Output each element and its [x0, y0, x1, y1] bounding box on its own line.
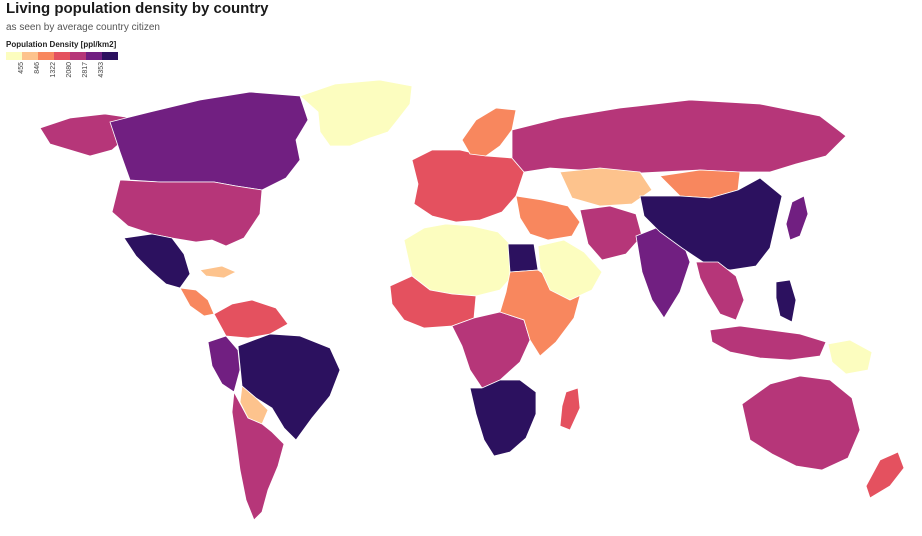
region-mexico [123, 233, 191, 289]
region-central-africa [451, 311, 531, 389]
region-southern-africa [469, 379, 537, 457]
legend-tick: 455 [18, 62, 25, 74]
legend-swatch [6, 52, 22, 60]
region-russia [511, 99, 847, 175]
page-title: Living population density by country [6, 0, 269, 17]
legend-ticks: 455 846 1322 2080 2817 4353 [6, 60, 118, 82]
legend-swatch [22, 52, 38, 60]
region-usa [111, 179, 263, 247]
legend-swatches [6, 52, 118, 60]
region-peru [207, 335, 241, 393]
region-new-zealand [865, 451, 905, 499]
region-greenland [299, 79, 413, 147]
legend: Population Density [ppl/km2] 455 846 132… [6, 40, 118, 82]
legend-swatch [70, 52, 86, 60]
region-caribbean [199, 265, 237, 279]
region-egypt [507, 243, 539, 273]
region-indonesia [709, 325, 827, 361]
region-middle-east [515, 195, 581, 241]
legend-tick: 846 [34, 62, 41, 74]
region-colombia-venezuela [213, 299, 289, 339]
region-kazakhstan [559, 167, 653, 207]
region-australia [741, 375, 861, 471]
region-europe [411, 149, 525, 223]
region-philippines [775, 279, 797, 323]
region-arabia [537, 239, 603, 301]
legend-tick: 2817 [82, 62, 89, 78]
legend-tick: 4353 [98, 62, 105, 78]
legend-tick: 2080 [66, 62, 73, 78]
legend-swatch [38, 52, 54, 60]
region-madagascar [559, 387, 581, 431]
region-papua [827, 339, 873, 375]
region-china [639, 177, 783, 271]
region-central-america [179, 287, 215, 317]
region-iran-pakistan [579, 205, 643, 261]
legend-tick: 1322 [50, 62, 57, 78]
page-subtitle: as seen by average country citizen [6, 22, 160, 33]
legend-title: Population Density [ppl/km2] [6, 40, 117, 49]
region-southeast-asia [695, 261, 745, 321]
legend-swatch [86, 52, 102, 60]
region-argentina-chile [231, 390, 285, 521]
region-canada [109, 91, 309, 191]
legend-swatch [102, 52, 118, 60]
region-scandinavia [461, 107, 517, 157]
region-japan [785, 195, 809, 241]
legend-swatch [54, 52, 70, 60]
